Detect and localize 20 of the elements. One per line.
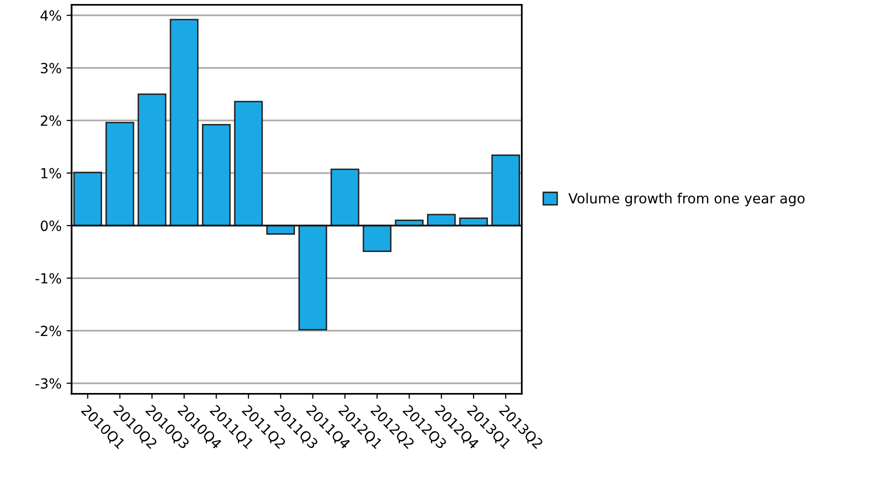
- y-tick-label: 4%: [40, 10, 62, 21]
- y-tick-label: 3%: [40, 62, 62, 74]
- bar: [362, 224, 392, 252]
- y-tick-label: -3%: [36, 378, 62, 389]
- y-tick-label: -2%: [36, 326, 62, 336]
- y-tick-label: 1%: [41, 168, 62, 178]
- bar: [330, 168, 360, 226]
- y-tick-label: -1%: [36, 273, 62, 284]
- bar: [427, 214, 456, 226]
- y-tick-label: 2%: [40, 115, 62, 126]
- legend-label: Volume growth from one year ago: [568, 192, 805, 206]
- bar: [202, 124, 231, 226]
- bar: [234, 100, 263, 226]
- bar: [105, 122, 134, 226]
- bar: [170, 18, 199, 226]
- y-tick-label: 0%: [40, 220, 62, 232]
- bar: [138, 93, 166, 226]
- bar: [491, 154, 520, 226]
- bar: [298, 224, 328, 330]
- bar: [73, 172, 102, 226]
